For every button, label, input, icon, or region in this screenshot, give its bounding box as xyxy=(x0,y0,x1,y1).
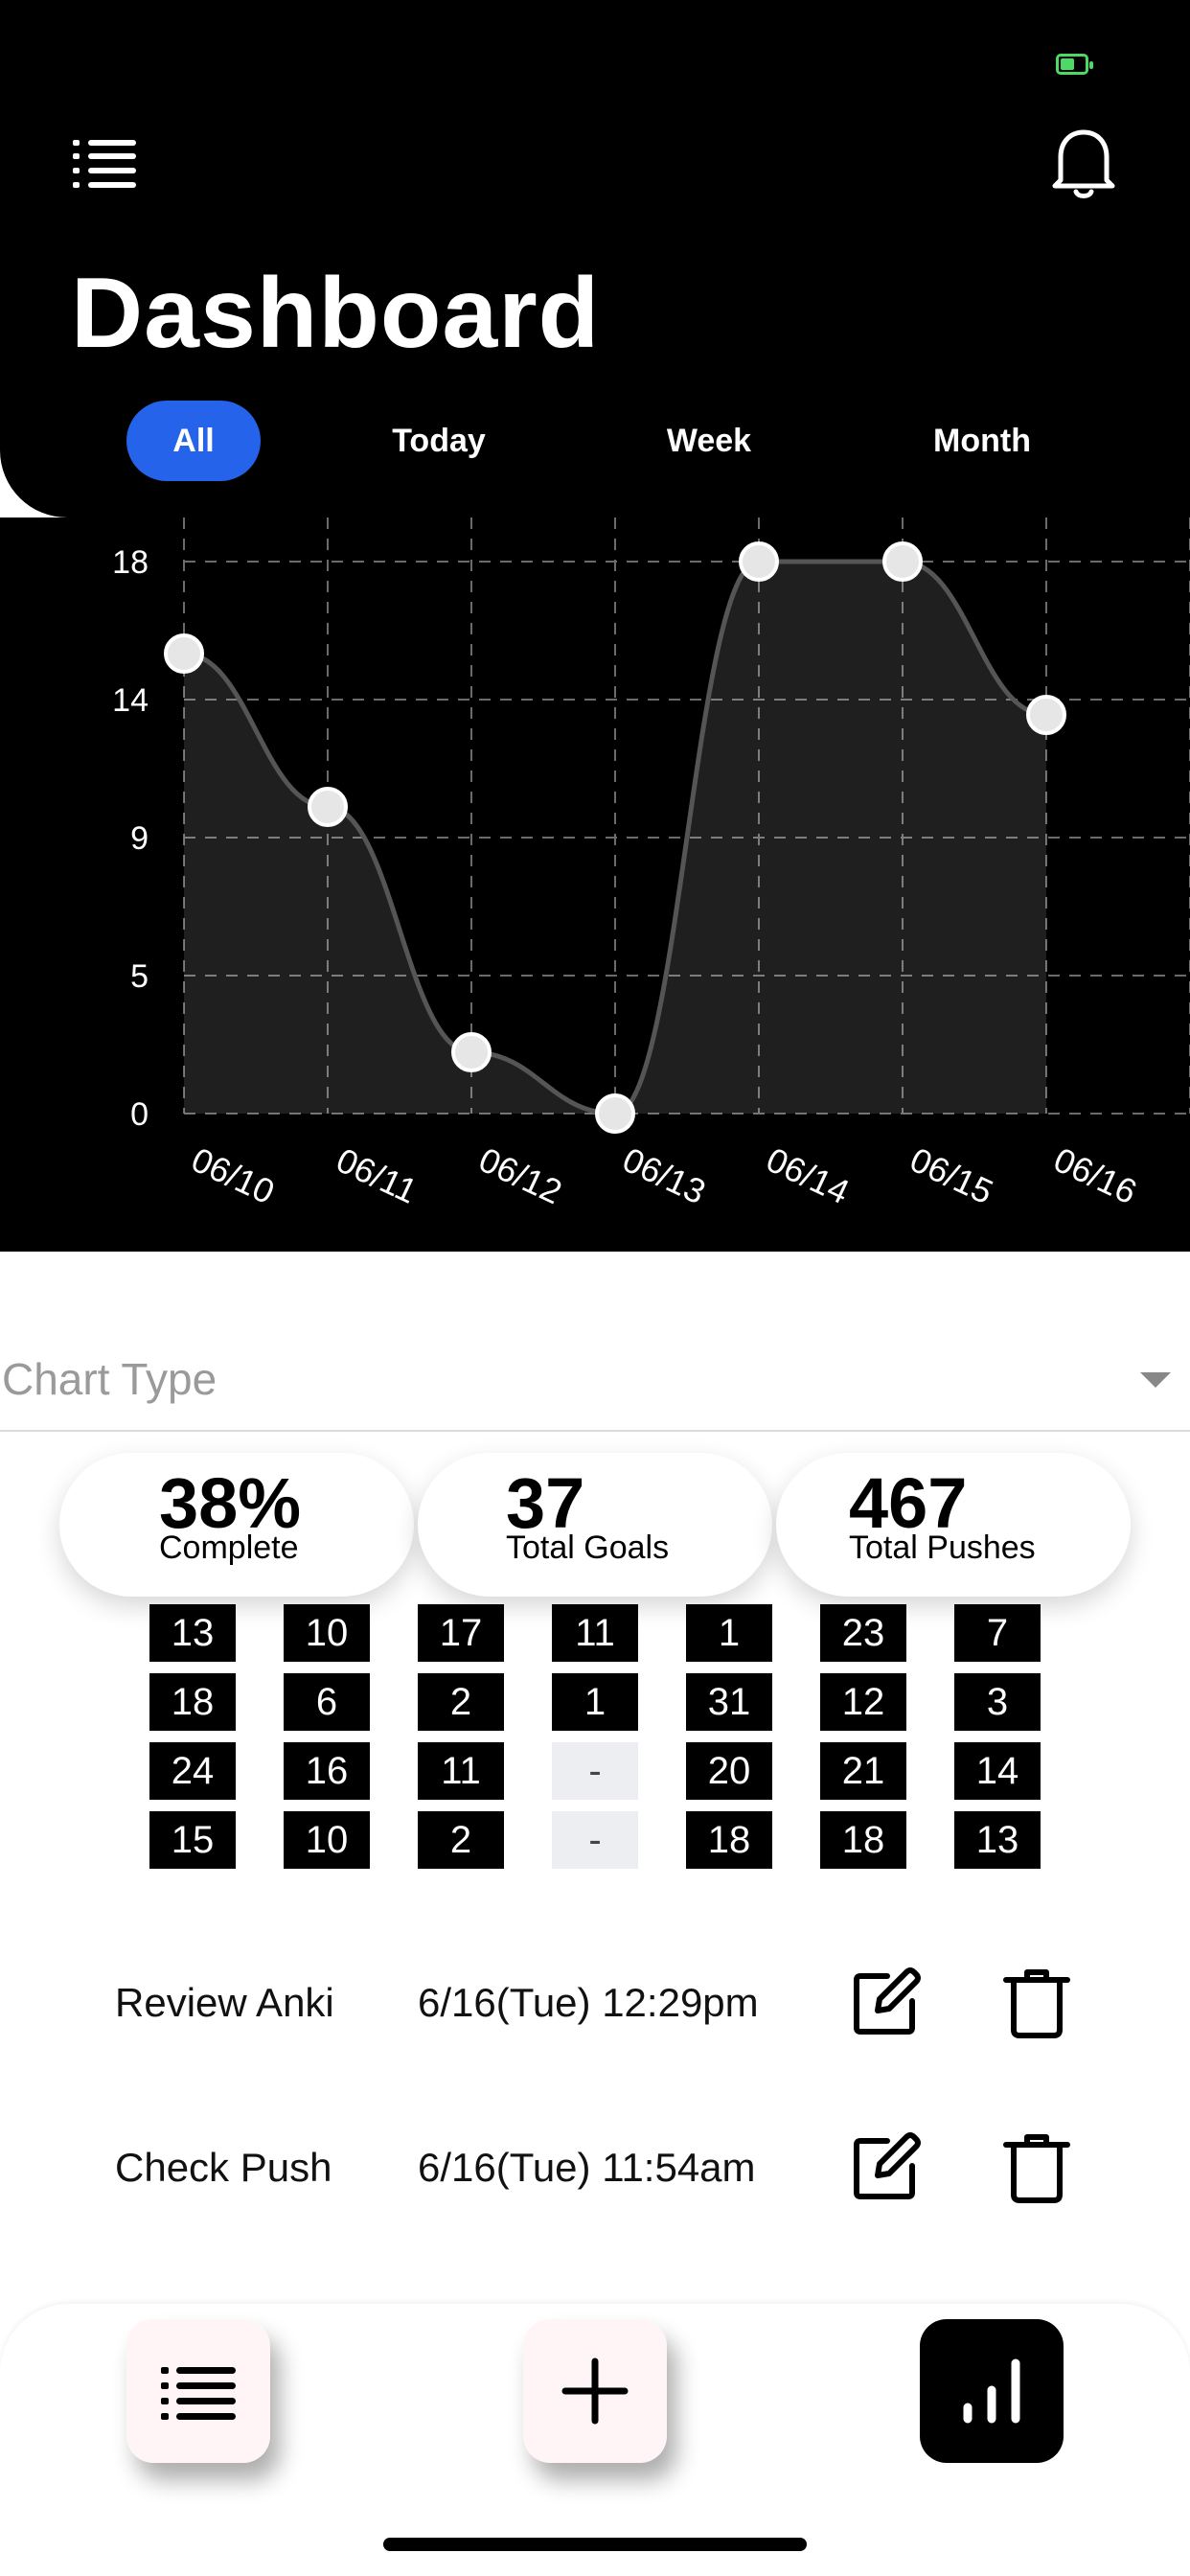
tab-all[interactable]: All xyxy=(126,401,261,481)
list-icon[interactable] xyxy=(73,140,136,188)
page-title: Dashboard xyxy=(71,258,601,369)
bell-icon[interactable] xyxy=(1049,125,1118,201)
grid-cell: 23 xyxy=(820,1604,906,1662)
grid-cell: 6 xyxy=(284,1673,370,1731)
data-point xyxy=(595,1093,635,1134)
grid-cell: 15 xyxy=(149,1811,236,1869)
grid-cell: 20 xyxy=(686,1742,772,1800)
chevron-down-icon xyxy=(1140,1372,1171,1388)
grid-cell: 10 xyxy=(284,1604,370,1662)
grid-cell: 7 xyxy=(954,1604,1041,1662)
item-time: 6/16(Tue) 12:29pm xyxy=(418,1980,759,2025)
grid-cell: 3 xyxy=(954,1673,1041,1731)
grid-cell: - xyxy=(552,1811,638,1869)
item-name: Check Push xyxy=(115,2145,332,2190)
grid-cell: 1 xyxy=(686,1604,772,1662)
tab-month[interactable]: Month xyxy=(933,423,1031,459)
item-name: Review Anki xyxy=(115,1980,334,2025)
time-filter-tabs: All Today Week Month xyxy=(0,393,1190,481)
grid-cell: 16 xyxy=(284,1742,370,1800)
x-tick-label: 06/15 xyxy=(904,1139,999,1211)
grid-cell: 18 xyxy=(820,1811,906,1869)
stat-value: 38% xyxy=(159,1463,302,1543)
data-point xyxy=(739,541,779,582)
stat-label: Total Goals xyxy=(506,1530,670,1566)
grid-cell: 2 xyxy=(418,1811,504,1869)
x-tick-label: 06/11 xyxy=(331,1140,423,1211)
grid-cell: 1 xyxy=(552,1673,638,1731)
edit-icon[interactable] xyxy=(849,2131,922,2204)
grid-cell: 10 xyxy=(284,1811,370,1869)
area-chart: 18 14 9 5 0 06/10 06/11 06/12 06/13 06/14 06/15 06/… xyxy=(112,518,1190,1211)
header-area xyxy=(0,0,1190,1252)
grid-cell: 14 xyxy=(954,1742,1041,1800)
stats-row: 38% Complete 37 Total Goals 467 Total Pu… xyxy=(0,1453,1190,1598)
nav-stats-button[interactable] xyxy=(920,2319,1064,2463)
stat-complete: 38% Complete xyxy=(59,1453,414,1597)
grid-cell: 11 xyxy=(418,1742,504,1800)
grid-cell: 31 xyxy=(686,1673,772,1731)
y-tick-label: 9 xyxy=(130,820,149,857)
tab-week[interactable]: Week xyxy=(666,423,752,459)
grid-cell: 17 xyxy=(418,1604,504,1662)
grid-cell: 18 xyxy=(149,1673,236,1731)
grid-cell: 13 xyxy=(149,1604,236,1662)
data-point xyxy=(882,541,923,582)
chart-type-label: Chart Type xyxy=(2,1354,217,1404)
grid-cell: 2 xyxy=(418,1673,504,1731)
grid-cell: 13 xyxy=(954,1811,1041,1869)
area-fill xyxy=(184,562,1046,1114)
data-point xyxy=(308,787,348,827)
stat-label: Complete xyxy=(159,1530,299,1566)
tab-today[interactable]: Today xyxy=(392,423,486,459)
values-grid: 13 10 17 11 1 23 7 18 6 2 1 31 12 3 24 16 11-20 21 14 15 10 2… xyxy=(0,1604,1190,1873)
x-tick-label: 06/16 xyxy=(1048,1139,1143,1211)
stat-total-goals: 37 Total Goals xyxy=(418,1453,772,1597)
item-time: 6/16(Tue) 11:54am xyxy=(418,2145,756,2190)
list-item: Review Anki 6/16(Tue) 12:29pm xyxy=(0,1959,1190,2055)
y-tick-label: 14 xyxy=(112,682,149,719)
stat-label: Total Pushes xyxy=(849,1530,1036,1566)
x-tick-label: 06/10 xyxy=(186,1139,281,1211)
stat-value: 37 xyxy=(506,1463,585,1543)
battery-icon xyxy=(1056,54,1093,75)
data-point xyxy=(1026,695,1066,735)
grid-cell: 21 xyxy=(820,1742,906,1800)
bar-chart-icon xyxy=(963,2358,1020,2424)
edit-icon[interactable] xyxy=(849,1966,922,2039)
data-point xyxy=(451,1032,492,1072)
trash-icon[interactable] xyxy=(1002,1966,1071,2039)
x-tick-label: 06/12 xyxy=(473,1139,568,1211)
home-indicator xyxy=(383,2538,807,2551)
nav-add-button[interactable] xyxy=(523,2319,667,2463)
x-tick-label: 06/13 xyxy=(617,1139,712,1211)
stat-total-pushes: 467 Total Pushes xyxy=(776,1453,1131,1597)
x-tick-label: 06/14 xyxy=(761,1139,856,1211)
grid-cell: - xyxy=(552,1742,638,1800)
y-tick-label: 5 xyxy=(130,958,149,995)
data-point xyxy=(164,633,204,674)
trash-icon[interactable] xyxy=(1002,2131,1071,2204)
list-icon xyxy=(161,2367,236,2420)
grid-cell: 24 xyxy=(149,1742,236,1800)
grid-cell: 12 xyxy=(820,1673,906,1731)
list-item: Check Push 6/16(Tue) 11:54am xyxy=(0,2124,1190,2220)
header-curve xyxy=(0,450,67,518)
grid-cell: 11 xyxy=(552,1604,638,1662)
grid-cell: 18 xyxy=(686,1811,772,1869)
y-tick-label: 0 xyxy=(130,1096,149,1133)
chart-type-select[interactable]: Chart Type xyxy=(0,1322,1190,1432)
plus-icon xyxy=(561,2358,629,2425)
nav-list-button[interactable] xyxy=(126,2319,270,2463)
stat-value: 467 xyxy=(849,1463,968,1543)
y-tick-label: 18 xyxy=(112,544,149,581)
